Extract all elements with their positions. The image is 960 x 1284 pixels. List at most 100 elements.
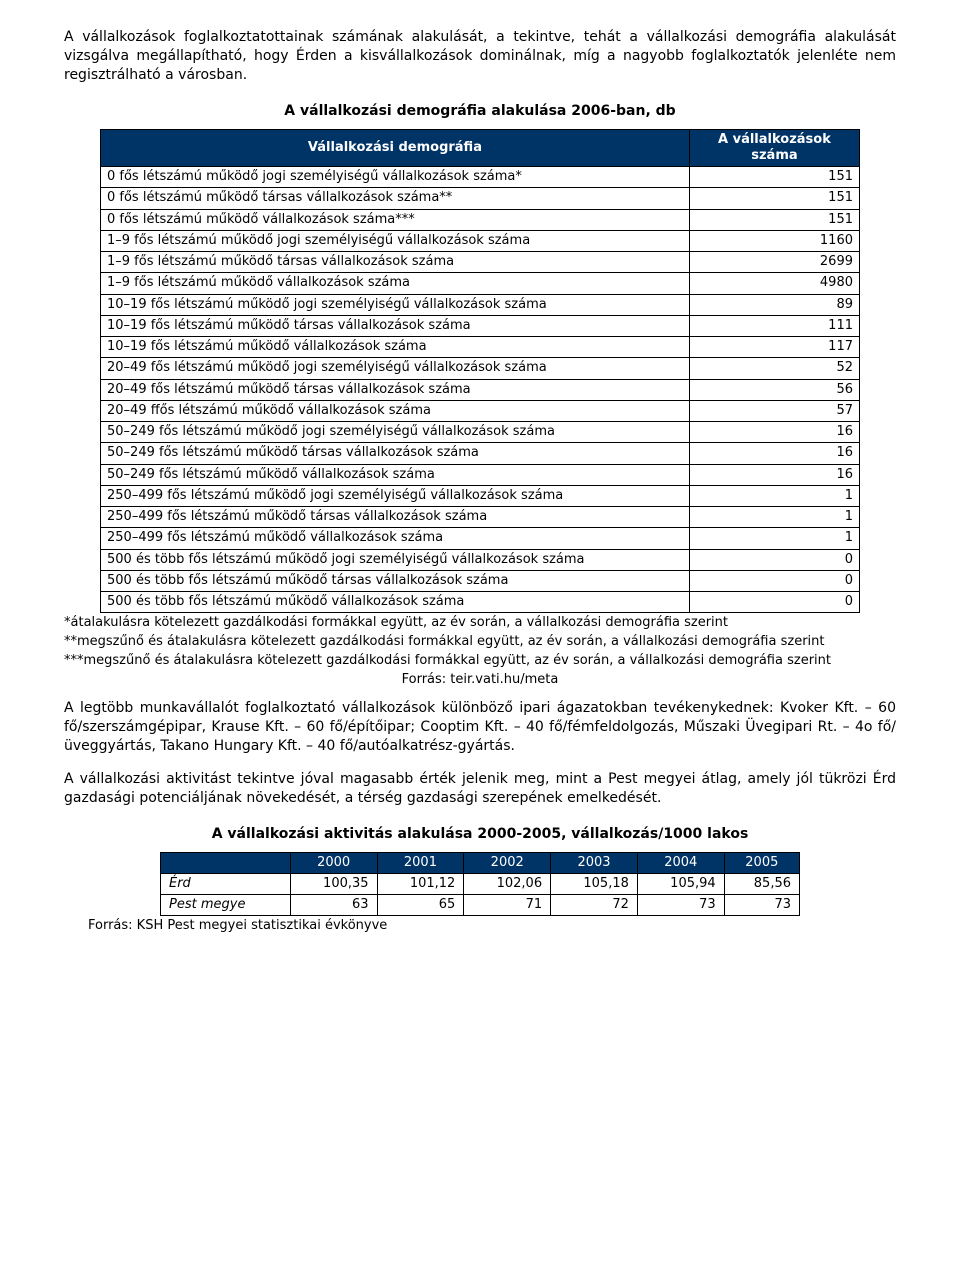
- table-row: 1–9 fős létszámú működő jogi személyiség…: [101, 230, 860, 251]
- footnote: ***megszűnő és átalakulásra kötelezett g…: [64, 653, 896, 670]
- row-value: 16: [689, 464, 859, 485]
- row-value: 65: [377, 895, 464, 916]
- row-label: 10–19 fős létszámú működő jogi személyis…: [101, 294, 690, 315]
- table1-header-value: A vállalkozások száma: [689, 129, 859, 167]
- row-label: 20–49 fős létszámú működő jogi személyis…: [101, 358, 690, 379]
- row-label: 50–249 fős létszámú működő vállalkozások…: [101, 464, 690, 485]
- footnote: *átalakulásra kötelezett gazdálkodási fo…: [64, 615, 896, 632]
- row-value: 0: [689, 592, 859, 613]
- row-value: 85,56: [724, 873, 799, 894]
- table-row: Érd100,35101,12102,06105,18105,9485,56: [161, 873, 800, 894]
- row-value: 1: [689, 528, 859, 549]
- table2-year-header: 2002: [464, 852, 551, 873]
- row-value: 73: [724, 895, 799, 916]
- row-value: 151: [689, 167, 859, 188]
- table-row: Pest megye636571727373: [161, 895, 800, 916]
- row-value: 16: [689, 422, 859, 443]
- row-value: 71: [464, 895, 551, 916]
- table-row: 20–49 fős létszámú működő társas vállalk…: [101, 379, 860, 400]
- row-value: 1160: [689, 230, 859, 251]
- row-label: 500 és több fős létszámú működő jogi sze…: [101, 549, 690, 570]
- row-value: 1: [689, 507, 859, 528]
- paragraph-employers: A legtöbb munkavállalót foglalkoztató vá…: [64, 699, 896, 756]
- paragraph-activity: A vállalkozási aktivitást tekintve jóval…: [64, 770, 896, 808]
- row-label: 20–49 ffős létszámú működő vállalkozások…: [101, 400, 690, 421]
- row-label: 1–9 fős létszámú működő vállalkozások sz…: [101, 273, 690, 294]
- table-row: 20–49 fős létszámú működő jogi személyis…: [101, 358, 860, 379]
- row-label: 500 és több fős létszámú működő vállalko…: [101, 592, 690, 613]
- table-row: 10–19 fős létszámú működő társas vállalk…: [101, 315, 860, 336]
- row-label: 50–249 fős létszámú működő társas vállal…: [101, 443, 690, 464]
- table-row: 0 fős létszámú működő társas vállalkozás…: [101, 188, 860, 209]
- table1-title: A vállalkozási demográfia alakulása 2006…: [64, 103, 896, 119]
- row-value: 73: [637, 895, 724, 916]
- row-label: 500 és több fős létszámú működő társas v…: [101, 570, 690, 591]
- row-value: 0: [689, 549, 859, 570]
- row-value: 101,12: [377, 873, 464, 894]
- row-label: 250–499 fős létszámú működő vállalkozáso…: [101, 528, 690, 549]
- table-activity: 200020012002200320042005 Érd100,35101,12…: [160, 852, 800, 917]
- table-row: 250–499 fős létszámú működő jogi személy…: [101, 485, 860, 506]
- table2-title: A vállalkozási aktivitás alakulása 2000-…: [64, 826, 896, 842]
- row-value: 63: [290, 895, 377, 916]
- table-row: 1–9 fős létszámú működő társas vállalkoz…: [101, 252, 860, 273]
- intro-paragraph: A vállalkozások foglalkoztatottainak szá…: [64, 28, 896, 85]
- table-row: 500 és több fős létszámú működő jogi sze…: [101, 549, 860, 570]
- table-row: 0 fős létszámú működő vállalkozások szám…: [101, 209, 860, 230]
- row-value: 0: [689, 570, 859, 591]
- table-row: 500 és több fős létszámú működő vállalko…: [101, 592, 860, 613]
- row-value: 105,94: [637, 873, 724, 894]
- table-row: 250–499 fős létszámú működő vállalkozáso…: [101, 528, 860, 549]
- row-value: 100,35: [290, 873, 377, 894]
- table-row: 50–249 fős létszámú működő vállalkozások…: [101, 464, 860, 485]
- row-value: 151: [689, 209, 859, 230]
- table-row: 50–249 fős létszámú működő jogi személyi…: [101, 422, 860, 443]
- row-value: 1: [689, 485, 859, 506]
- row-label: Érd: [161, 873, 291, 894]
- row-value: 89: [689, 294, 859, 315]
- table-row: 1–9 fős létszámú működő vállalkozások sz…: [101, 273, 860, 294]
- row-label: Pest megye: [161, 895, 291, 916]
- table2-year-header: 2001: [377, 852, 464, 873]
- row-label: 1–9 fős létszámú működő jogi személyiség…: [101, 230, 690, 251]
- row-value: 2699: [689, 252, 859, 273]
- row-value: 117: [689, 337, 859, 358]
- row-value: 151: [689, 188, 859, 209]
- table1-source: Forrás: teir.vati.hu/meta: [64, 672, 896, 687]
- table-row: 500 és több fős létszámú működő társas v…: [101, 570, 860, 591]
- row-value: 56: [689, 379, 859, 400]
- row-label: 1–9 fős létszámú működő társas vállalkoz…: [101, 252, 690, 273]
- row-value: 57: [689, 400, 859, 421]
- row-label: 0 fős létszámú működő jogi személyiségű …: [101, 167, 690, 188]
- row-value: 111: [689, 315, 859, 336]
- row-label: 0 fős létszámú működő társas vállalkozás…: [101, 188, 690, 209]
- table2-year-header: 2000: [290, 852, 377, 873]
- row-label: 250–499 fős létszámú működő jogi személy…: [101, 485, 690, 506]
- table2-year-header: 2003: [551, 852, 638, 873]
- row-value: 4980: [689, 273, 859, 294]
- table-demographics: Vállalkozási demográfia A vállalkozások …: [100, 129, 860, 614]
- row-label: 10–19 fős létszámú működő társas vállalk…: [101, 315, 690, 336]
- table-row: 20–49 ffős létszámú működő vállalkozások…: [101, 400, 860, 421]
- table2-source: Forrás: KSH Pest megyei statisztikai évk…: [88, 918, 896, 933]
- row-label: 250–499 fős létszámú működő társas válla…: [101, 507, 690, 528]
- table2-year-header: 2004: [637, 852, 724, 873]
- table1-header-label: Vállalkozási demográfia: [101, 129, 690, 167]
- table-row: 10–19 fős létszámú működő jogi személyis…: [101, 294, 860, 315]
- row-value: 102,06: [464, 873, 551, 894]
- row-label: 20–49 fős létszámú működő társas vállalk…: [101, 379, 690, 400]
- table-row: 250–499 fős létszámú működő társas válla…: [101, 507, 860, 528]
- table2-year-header: 2005: [724, 852, 799, 873]
- table-row: 50–249 fős létszámú működő társas vállal…: [101, 443, 860, 464]
- table-row: 10–19 fős létszámú működő vállalkozások …: [101, 337, 860, 358]
- row-value: 72: [551, 895, 638, 916]
- table-row: 0 fős létszámú működő jogi személyiségű …: [101, 167, 860, 188]
- footnote: **megszűnő és átalakulásra kötelezett ga…: [64, 634, 896, 651]
- row-value: 105,18: [551, 873, 638, 894]
- row-value: 52: [689, 358, 859, 379]
- row-value: 16: [689, 443, 859, 464]
- table2-header-blank: [161, 852, 291, 873]
- row-label: 0 fős létszámú működő vállalkozások szám…: [101, 209, 690, 230]
- row-label: 10–19 fős létszámú működő vállalkozások …: [101, 337, 690, 358]
- row-label: 50–249 fős létszámú működő jogi személyi…: [101, 422, 690, 443]
